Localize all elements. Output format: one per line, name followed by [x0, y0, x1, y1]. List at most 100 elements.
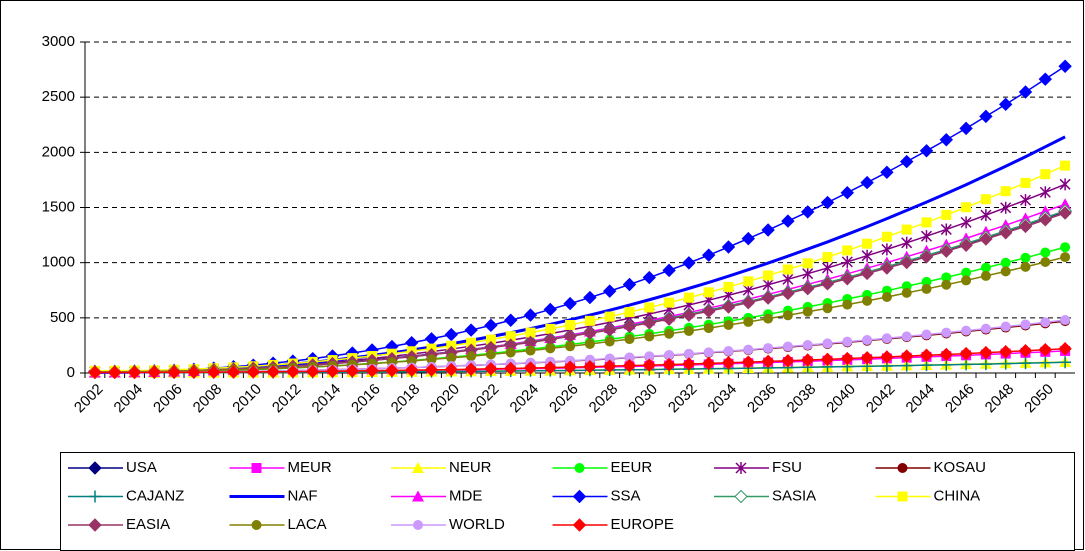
marker [723, 281, 734, 292]
marker [743, 276, 754, 287]
marker [1038, 72, 1053, 86]
marker [1020, 261, 1031, 272]
legend-label: NAF [288, 487, 318, 504]
legend-label: FSU [772, 459, 802, 476]
marker [325, 364, 340, 378]
marker [880, 350, 894, 364]
marker [782, 341, 793, 352]
marker [1000, 266, 1011, 277]
marker [485, 334, 496, 345]
marker [901, 287, 912, 298]
marker [781, 354, 795, 368]
marker [781, 286, 795, 301]
marker [602, 323, 617, 337]
marker [881, 243, 893, 256]
marker [642, 358, 657, 372]
legend-label: USA [126, 459, 157, 476]
marker [1058, 59, 1072, 73]
marker [1058, 206, 1072, 220]
y-tick-label: 500 [50, 309, 75, 326]
legend-label: NEUR [449, 459, 492, 476]
marker [822, 252, 833, 263]
marker [800, 281, 815, 296]
marker [800, 205, 815, 219]
marker [642, 270, 657, 285]
marker [565, 341, 576, 352]
marker [305, 364, 320, 379]
marker [743, 316, 754, 327]
marker [565, 320, 576, 331]
legend-label: EASIA [126, 516, 170, 533]
marker [980, 323, 991, 334]
marker [1018, 344, 1033, 358]
legend-label: SSA [611, 487, 641, 504]
marker [682, 357, 696, 371]
marker [505, 331, 516, 342]
marker [385, 363, 399, 378]
marker [941, 209, 952, 220]
marker [1000, 257, 1011, 268]
marker [763, 313, 774, 324]
marker [505, 347, 516, 358]
marker [919, 348, 934, 362]
marker [741, 231, 756, 246]
marker [921, 217, 932, 228]
marker [412, 462, 424, 473]
legend-label: CHINA [934, 487, 981, 504]
marker [545, 343, 556, 354]
marker [545, 323, 556, 334]
marker [961, 275, 972, 286]
y-tick-label: 2000 [42, 143, 75, 160]
marker [424, 363, 439, 377]
marker [1060, 242, 1071, 253]
marker [187, 365, 201, 379]
marker [860, 175, 874, 190]
legend-box [60, 452, 1075, 551]
marker [782, 264, 793, 275]
marker [89, 490, 101, 503]
marker [543, 302, 558, 317]
marker [921, 329, 932, 340]
marker [899, 349, 914, 363]
marker [1060, 252, 1071, 263]
marker [644, 302, 655, 313]
marker [980, 209, 992, 222]
marker [841, 255, 853, 268]
marker [624, 307, 635, 318]
y-tick-label: 3000 [42, 33, 75, 50]
marker [572, 518, 587, 532]
marker [822, 303, 833, 314]
marker [602, 284, 617, 298]
marker [147, 365, 162, 380]
marker [782, 310, 793, 321]
marker [860, 266, 874, 281]
marker [701, 356, 716, 371]
marker [1059, 178, 1071, 191]
marker [899, 154, 914, 169]
marker [840, 186, 855, 200]
marker [979, 109, 993, 124]
marker [664, 350, 675, 361]
marker [107, 365, 122, 380]
marker [503, 361, 518, 376]
marker [998, 226, 1013, 240]
marker [743, 344, 754, 355]
marker [683, 325, 694, 336]
marker [484, 362, 498, 376]
marker [683, 292, 694, 303]
marker [961, 325, 972, 336]
marker [840, 351, 855, 366]
marker [466, 337, 477, 348]
marker [1039, 356, 1052, 369]
marker [1040, 169, 1051, 180]
marker [1020, 252, 1031, 263]
marker [604, 336, 615, 347]
marker [842, 299, 853, 310]
legend-label: LACA [288, 516, 327, 533]
marker [734, 489, 748, 504]
marker [266, 365, 280, 379]
marker [999, 357, 1012, 370]
marker [960, 216, 972, 229]
marker [1060, 160, 1071, 171]
marker [899, 255, 914, 270]
